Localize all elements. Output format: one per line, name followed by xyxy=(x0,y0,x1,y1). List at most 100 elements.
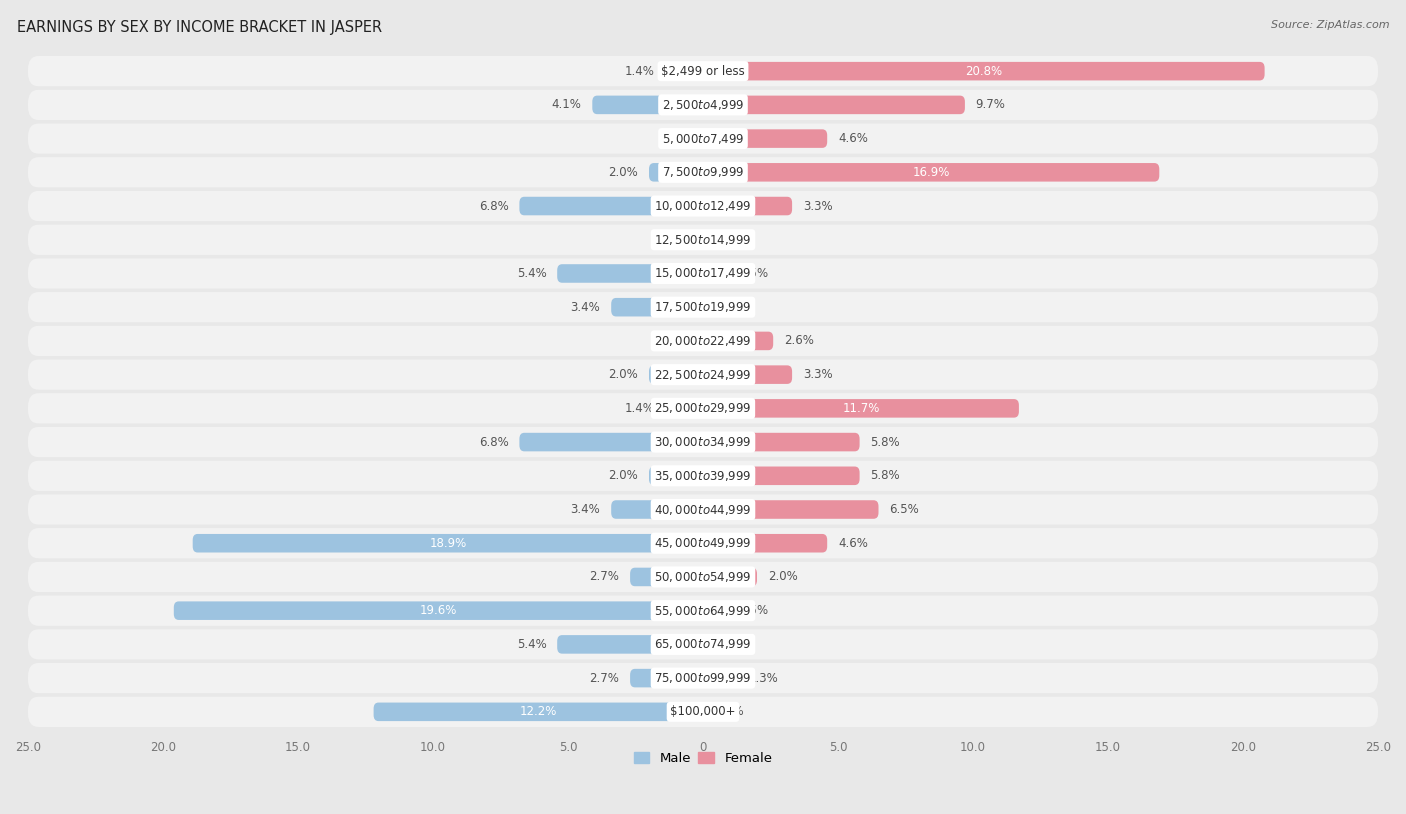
FancyBboxPatch shape xyxy=(28,157,1378,187)
Text: 3.3%: 3.3% xyxy=(803,199,832,212)
FancyBboxPatch shape xyxy=(28,393,1378,423)
Text: $7,500 to $9,999: $7,500 to $9,999 xyxy=(662,165,744,179)
Text: 2.7%: 2.7% xyxy=(589,571,619,584)
Text: 19.6%: 19.6% xyxy=(420,604,457,617)
Text: 0.0%: 0.0% xyxy=(714,705,744,718)
FancyBboxPatch shape xyxy=(519,433,703,451)
FancyBboxPatch shape xyxy=(703,265,720,282)
Text: $22,500 to $24,999: $22,500 to $24,999 xyxy=(654,368,752,382)
FancyBboxPatch shape xyxy=(28,427,1378,457)
FancyBboxPatch shape xyxy=(703,129,827,148)
FancyBboxPatch shape xyxy=(703,602,720,620)
FancyBboxPatch shape xyxy=(650,163,703,182)
Text: $10,000 to $12,499: $10,000 to $12,499 xyxy=(654,199,752,213)
FancyBboxPatch shape xyxy=(557,265,703,282)
Text: $65,000 to $74,999: $65,000 to $74,999 xyxy=(654,637,752,651)
Text: 6.5%: 6.5% xyxy=(890,503,920,516)
Text: 5.8%: 5.8% xyxy=(870,470,900,482)
Text: $2,499 or less: $2,499 or less xyxy=(661,64,745,77)
Text: $5,000 to $7,499: $5,000 to $7,499 xyxy=(662,132,744,146)
Text: 12.2%: 12.2% xyxy=(520,705,557,718)
Text: 3.4%: 3.4% xyxy=(571,300,600,313)
FancyBboxPatch shape xyxy=(28,90,1378,120)
Text: $12,500 to $14,999: $12,500 to $14,999 xyxy=(654,233,752,247)
Text: 0.65%: 0.65% xyxy=(731,604,769,617)
FancyBboxPatch shape xyxy=(28,494,1378,525)
FancyBboxPatch shape xyxy=(28,697,1378,727)
Text: 0.0%: 0.0% xyxy=(662,335,692,348)
Text: Source: ZipAtlas.com: Source: ZipAtlas.com xyxy=(1271,20,1389,30)
Text: $15,000 to $17,499: $15,000 to $17,499 xyxy=(654,266,752,281)
Text: 0.65%: 0.65% xyxy=(731,267,769,280)
Text: 0.0%: 0.0% xyxy=(714,234,744,247)
Text: 2.7%: 2.7% xyxy=(589,672,619,685)
Text: $35,000 to $39,999: $35,000 to $39,999 xyxy=(654,469,752,483)
FancyBboxPatch shape xyxy=(703,331,773,350)
FancyBboxPatch shape xyxy=(703,501,879,519)
Text: $50,000 to $54,999: $50,000 to $54,999 xyxy=(654,570,752,584)
Text: $2,500 to $4,999: $2,500 to $4,999 xyxy=(662,98,744,112)
FancyBboxPatch shape xyxy=(28,562,1378,592)
FancyBboxPatch shape xyxy=(28,190,1378,221)
Text: 1.4%: 1.4% xyxy=(624,402,654,415)
Text: 4.6%: 4.6% xyxy=(838,132,868,145)
FancyBboxPatch shape xyxy=(665,62,703,81)
FancyBboxPatch shape xyxy=(703,534,827,553)
Text: 9.7%: 9.7% xyxy=(976,98,1005,112)
Text: 2.0%: 2.0% xyxy=(609,166,638,179)
FancyBboxPatch shape xyxy=(28,326,1378,356)
Text: 0.0%: 0.0% xyxy=(662,132,692,145)
FancyBboxPatch shape xyxy=(703,433,859,451)
FancyBboxPatch shape xyxy=(650,365,703,384)
Text: 6.8%: 6.8% xyxy=(479,435,509,449)
FancyBboxPatch shape xyxy=(650,466,703,485)
FancyBboxPatch shape xyxy=(28,596,1378,626)
Text: 6.8%: 6.8% xyxy=(479,199,509,212)
Text: 1.3%: 1.3% xyxy=(749,672,779,685)
FancyBboxPatch shape xyxy=(28,292,1378,322)
FancyBboxPatch shape xyxy=(193,534,703,553)
Text: 3.4%: 3.4% xyxy=(571,503,600,516)
FancyBboxPatch shape xyxy=(374,702,703,721)
Text: $40,000 to $44,999: $40,000 to $44,999 xyxy=(654,502,752,517)
Text: 0.0%: 0.0% xyxy=(714,300,744,313)
Text: 20.8%: 20.8% xyxy=(966,64,1002,77)
Text: 5.8%: 5.8% xyxy=(870,435,900,449)
FancyBboxPatch shape xyxy=(703,163,1160,182)
FancyBboxPatch shape xyxy=(28,360,1378,390)
Text: 4.6%: 4.6% xyxy=(838,536,868,549)
FancyBboxPatch shape xyxy=(174,602,703,620)
FancyBboxPatch shape xyxy=(703,567,756,586)
FancyBboxPatch shape xyxy=(703,62,1264,81)
Text: 18.9%: 18.9% xyxy=(429,536,467,549)
Text: 3.3%: 3.3% xyxy=(803,368,832,381)
Text: 5.4%: 5.4% xyxy=(516,267,547,280)
FancyBboxPatch shape xyxy=(703,95,965,114)
FancyBboxPatch shape xyxy=(630,567,703,586)
FancyBboxPatch shape xyxy=(28,629,1378,659)
Text: 5.4%: 5.4% xyxy=(516,638,547,651)
FancyBboxPatch shape xyxy=(665,399,703,418)
Text: 1.4%: 1.4% xyxy=(624,64,654,77)
Text: 11.7%: 11.7% xyxy=(842,402,880,415)
Text: 0.0%: 0.0% xyxy=(662,234,692,247)
Text: 2.0%: 2.0% xyxy=(768,571,797,584)
FancyBboxPatch shape xyxy=(630,669,703,687)
Text: $45,000 to $49,999: $45,000 to $49,999 xyxy=(654,536,752,550)
FancyBboxPatch shape xyxy=(703,669,738,687)
FancyBboxPatch shape xyxy=(519,197,703,216)
FancyBboxPatch shape xyxy=(28,258,1378,289)
Text: EARNINGS BY SEX BY INCOME BRACKET IN JASPER: EARNINGS BY SEX BY INCOME BRACKET IN JAS… xyxy=(17,20,382,35)
Text: 0.0%: 0.0% xyxy=(714,638,744,651)
FancyBboxPatch shape xyxy=(28,225,1378,255)
FancyBboxPatch shape xyxy=(612,298,703,317)
FancyBboxPatch shape xyxy=(703,365,792,384)
Text: $55,000 to $64,999: $55,000 to $64,999 xyxy=(654,604,752,618)
FancyBboxPatch shape xyxy=(28,528,1378,558)
Legend: Male, Female: Male, Female xyxy=(628,746,778,770)
Text: $75,000 to $99,999: $75,000 to $99,999 xyxy=(654,671,752,685)
FancyBboxPatch shape xyxy=(612,501,703,519)
Text: 2.0%: 2.0% xyxy=(609,470,638,482)
FancyBboxPatch shape xyxy=(557,635,703,654)
Text: $20,000 to $22,499: $20,000 to $22,499 xyxy=(654,334,752,348)
